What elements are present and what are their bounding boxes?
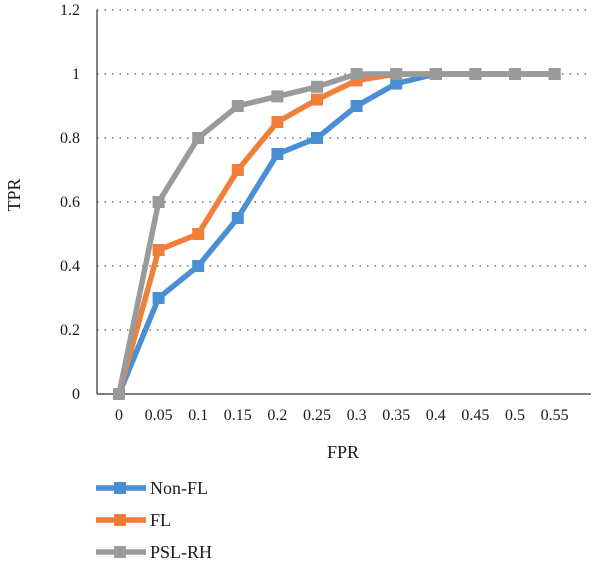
legend-label-non-fl: Non-FL bbox=[150, 478, 208, 498]
legend-marker-fl bbox=[114, 514, 126, 526]
x-tick-label: 0.55 bbox=[541, 407, 569, 424]
data-point-non-fl bbox=[271, 148, 284, 160]
data-point-psl-rh bbox=[429, 68, 442, 80]
data-point-psl-rh bbox=[113, 388, 125, 400]
series-line-psl-rh bbox=[116, 71, 555, 395]
x-tick-label: 0.3 bbox=[347, 407, 367, 424]
x-tick-label: 0.25 bbox=[303, 407, 331, 424]
x-tick-label: 0.1 bbox=[188, 407, 208, 424]
data-point-fl bbox=[311, 93, 323, 106]
data-point-psl-rh bbox=[271, 90, 284, 103]
y-tick-label: 1 bbox=[72, 66, 80, 83]
data-point-fl bbox=[271, 116, 284, 128]
data-point-fl bbox=[152, 244, 165, 256]
x-tick-label: 0.4 bbox=[426, 407, 446, 424]
data-point-psl-rh bbox=[548, 68, 561, 80]
series-non-fl bbox=[113, 68, 561, 400]
x-tick-label: 0.2 bbox=[267, 407, 287, 424]
data-point-non-fl bbox=[152, 292, 165, 304]
legend-item-fl: FL bbox=[96, 510, 171, 530]
data-point-psl-rh bbox=[509, 68, 521, 80]
data-point-non-fl bbox=[390, 77, 403, 90]
data-point-psl-rh bbox=[469, 68, 482, 80]
x-axis-title: FPR bbox=[327, 442, 359, 462]
series-fl bbox=[113, 68, 561, 400]
y-tick-label: 0.4 bbox=[60, 258, 80, 275]
data-point-non-fl bbox=[192, 260, 205, 272]
x-tick-label: 0.15 bbox=[224, 407, 252, 424]
x-tick-label: 0.35 bbox=[382, 407, 410, 424]
legend-marker-psl-rh bbox=[114, 546, 126, 558]
x-tick-labels: 0 0.05 0.1 0.15 0.2 0.25 0.3 0.35 0.4 0.45 0.5 0.55 bbox=[115, 407, 569, 424]
legend-label-fl: FL bbox=[150, 510, 171, 530]
y-axis-title: TPR bbox=[4, 178, 24, 211]
y-tick-label: 1.2 bbox=[60, 2, 80, 19]
legend-item-psl-rh: PSL-RH bbox=[96, 542, 212, 561]
data-point-psl-rh bbox=[350, 68, 363, 80]
series-group bbox=[113, 68, 561, 400]
y-tick-label: 0.8 bbox=[60, 130, 80, 147]
data-point-non-fl bbox=[231, 212, 244, 224]
y-tick-label: 0.2 bbox=[60, 322, 80, 339]
data-point-psl-rh bbox=[192, 132, 205, 144]
legend: Non-FL FL PSL-RH bbox=[96, 478, 212, 561]
grid-lines bbox=[97, 9, 591, 331]
x-tick-label: 0.05 bbox=[145, 407, 173, 424]
legend-marker-non-fl bbox=[114, 482, 126, 494]
data-point-non-fl bbox=[350, 100, 363, 112]
y-tick-labels: 0 0.2 0.4 0.6 0.8 1 1.2 bbox=[60, 2, 80, 403]
legend-label-psl-rh: PSL-RH bbox=[150, 542, 212, 561]
x-tick-label: 0.5 bbox=[505, 407, 525, 424]
x-tick-label: 0.45 bbox=[461, 407, 489, 424]
data-point-psl-rh bbox=[231, 100, 244, 112]
series-psl-rh bbox=[113, 68, 561, 400]
axes bbox=[96, 10, 591, 395]
data-point-psl-rh bbox=[311, 80, 323, 93]
legend-item-non-fl: Non-FL bbox=[96, 478, 208, 498]
data-point-psl-rh bbox=[152, 196, 165, 208]
data-point-psl-rh bbox=[390, 68, 403, 80]
data-point-fl bbox=[231, 164, 244, 176]
y-tick-label: 0.6 bbox=[60, 194, 80, 211]
series-line-non-fl bbox=[116, 71, 555, 396]
y-tick-label: 0 bbox=[72, 386, 80, 403]
data-point-fl bbox=[192, 228, 205, 240]
data-point-non-fl bbox=[311, 132, 323, 144]
x-tick-label: 0 bbox=[115, 407, 123, 424]
